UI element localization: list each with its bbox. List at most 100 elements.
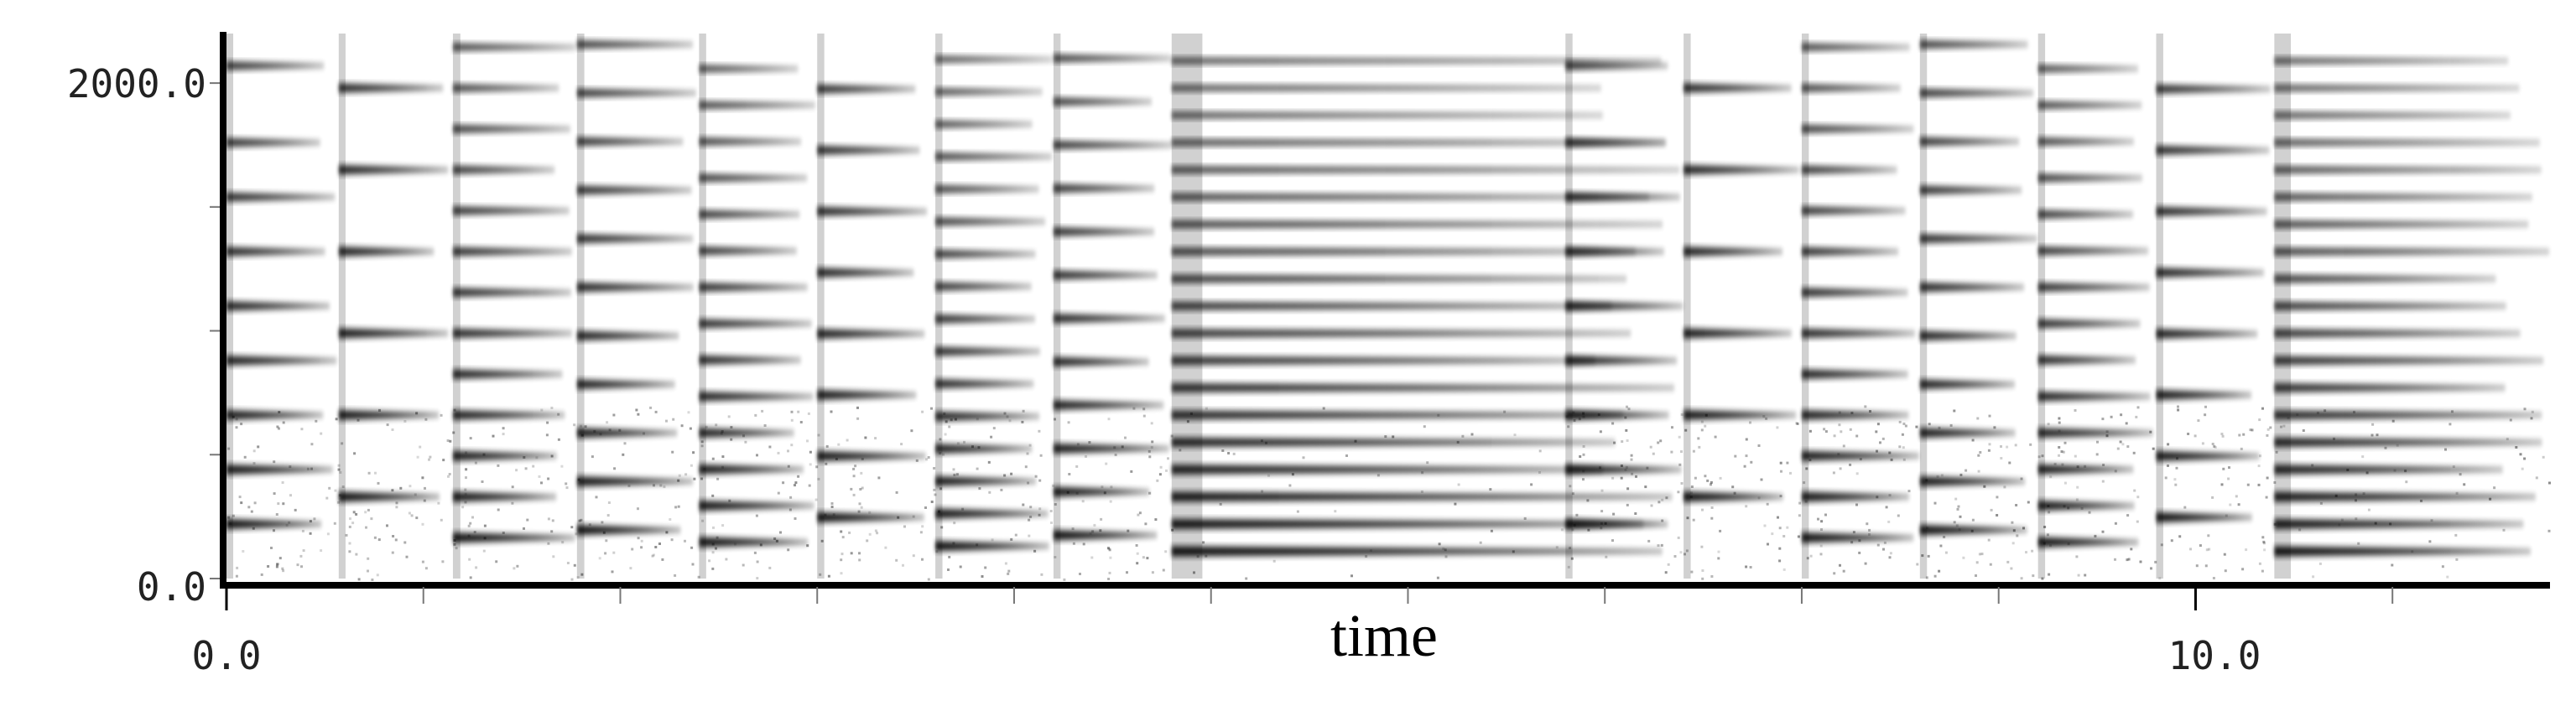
noise-speckle (337, 464, 341, 467)
harmonic-band (1565, 61, 1668, 70)
noise-speckle (1582, 453, 1585, 456)
harmonic-band (2274, 84, 2520, 92)
note-segment-13 (2037, 34, 2157, 580)
noise-speckle (1879, 441, 1881, 444)
harmonic-band (2037, 464, 2134, 475)
noise-speckle (1692, 449, 1695, 453)
noise-speckle (2008, 461, 2011, 465)
noise-speckle (356, 418, 360, 422)
noise-speckle (779, 531, 782, 534)
noise-speckle (856, 417, 860, 420)
noise-speckle (1350, 574, 1353, 578)
noise-speckle (386, 423, 389, 427)
noise-speckle (1627, 408, 1631, 411)
noise-speckle (376, 574, 379, 577)
noise-speckle (300, 565, 303, 568)
noise-speckle (570, 578, 574, 581)
noise-speckle (1954, 497, 1958, 501)
noise-speckle (2245, 548, 2248, 552)
noise-speckle (2053, 462, 2057, 465)
harmonic-band (2274, 546, 2531, 557)
noise-speckle (2265, 496, 2268, 499)
noise-speckle (953, 473, 956, 476)
noise-speckle (2391, 419, 2395, 423)
noise-speckle (809, 450, 812, 454)
noise-speckle (921, 558, 924, 561)
noise-speckle (1940, 474, 1944, 477)
noise-speckle (497, 508, 500, 511)
noise-speckle (580, 424, 582, 428)
noise-speckle (524, 467, 528, 470)
noise-speckle (294, 508, 297, 511)
noise-speckle (1980, 553, 1984, 556)
noise-speckle (1438, 542, 1441, 546)
noise-speckle (1996, 496, 1999, 499)
noise-speckle (2048, 511, 2051, 514)
noise-speckle (353, 452, 356, 455)
noise-speckle (601, 521, 604, 524)
harmonic-band (2274, 410, 2542, 420)
noise-speckle (2298, 528, 2302, 532)
noise-speckle (2519, 453, 2522, 456)
noise-speckle (2312, 575, 2315, 579)
noise-speckle (1657, 544, 1660, 548)
noise-speckle (1099, 529, 1102, 532)
noise-speckle (2208, 548, 2211, 551)
noise-speckle (1457, 483, 1460, 486)
noise-speckle (349, 517, 351, 521)
noise-speckle (1767, 542, 1769, 546)
noise-speckle (1444, 555, 1448, 558)
noise-speckle (1789, 471, 1792, 475)
harmonic-band (226, 138, 320, 148)
noise-speckle (730, 426, 733, 428)
noise-speckle (1928, 423, 1931, 426)
noise-speckle (1943, 536, 1946, 538)
noise-speckle (2177, 408, 2180, 412)
noise-speckle (1876, 449, 1878, 453)
noise-speckle (1989, 563, 1992, 566)
noise-speckle (2446, 575, 2449, 579)
noise-speckle (453, 408, 456, 412)
noise-speckle (2257, 483, 2261, 486)
noise-speckle (1142, 414, 1146, 418)
noise-speckle (2049, 475, 2053, 479)
noise-speckle (1626, 503, 1629, 506)
noise-speckle (1680, 482, 1684, 485)
noise-speckle (1988, 443, 1991, 446)
noise-speckle (1706, 479, 1710, 482)
noise-speckle (1245, 577, 1248, 580)
noise-speckle (253, 501, 257, 505)
noise-speckle (2211, 443, 2214, 445)
noise-speckle (453, 542, 456, 546)
noise-speckle (840, 530, 843, 533)
noise-speckle (1798, 501, 1802, 505)
noise-speckle (2058, 417, 2061, 420)
noise-speckle (1763, 524, 1767, 527)
noise-speckle (1685, 549, 1689, 553)
noise-speckle (1054, 418, 1056, 421)
harmonic-band (935, 379, 1034, 389)
noise-speckle (2027, 501, 2030, 504)
noise-speckle (2261, 407, 2264, 410)
noise-speckle (790, 444, 794, 447)
noise-speckle (933, 488, 936, 491)
noise-speckle (884, 546, 887, 549)
noise-speckle (705, 425, 708, 428)
noise-speckle (900, 443, 903, 446)
noise-speckle (903, 525, 906, 528)
noise-speckle (877, 476, 881, 480)
noise-speckle (837, 443, 840, 446)
noise-speckle (1842, 569, 1845, 573)
noise-speckle (424, 418, 428, 421)
noise-speckle (1897, 514, 1900, 517)
note-segment-5 (817, 34, 937, 581)
noise-speckle (2459, 473, 2462, 476)
noise-speckle (1000, 488, 1003, 491)
noise-speckle (1063, 578, 1066, 581)
noise-speckle (690, 464, 693, 467)
harmonic-band (935, 476, 1037, 486)
noise-speckle (334, 489, 337, 492)
noise-speckle (612, 413, 616, 417)
noise-speckle (2367, 508, 2370, 511)
noise-speckle (866, 539, 869, 542)
